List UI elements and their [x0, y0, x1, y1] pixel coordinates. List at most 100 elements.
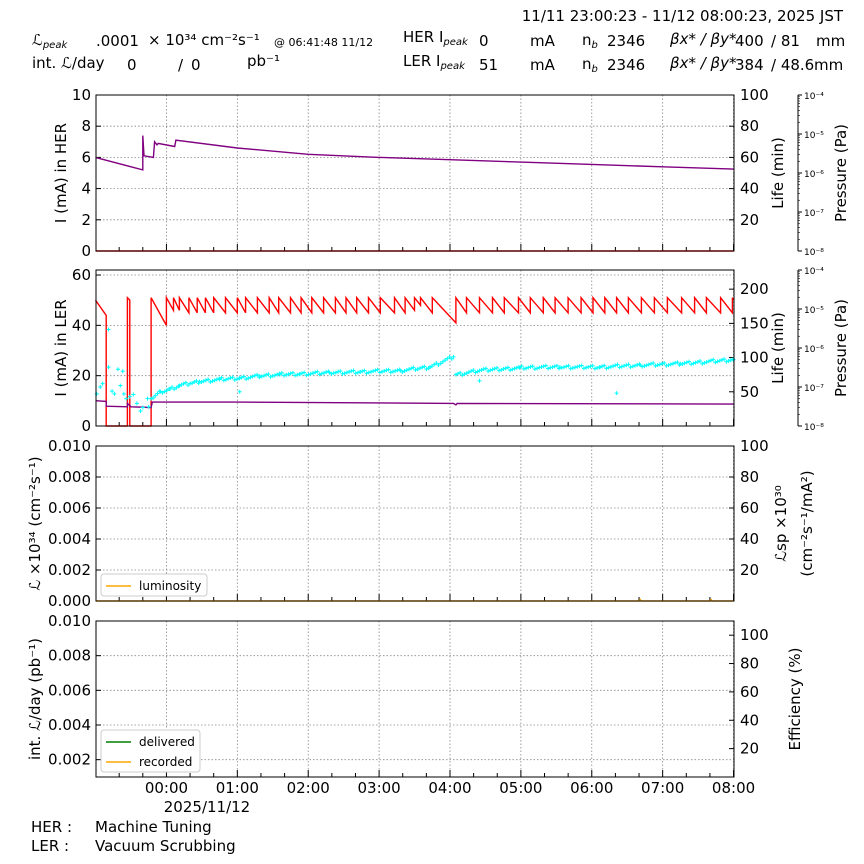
plot-frame	[95, 620, 735, 778]
marker-ler_life_points	[519, 364, 524, 369]
marker-ler_life_points	[388, 370, 393, 375]
marker-ler_life_points	[706, 359, 711, 364]
y2-axis-title: Life (min)	[769, 137, 787, 209]
y2-tick-label: 100	[740, 349, 769, 367]
y-tick-label: 10	[72, 86, 91, 104]
ler-ipeak-text: LER I	[403, 52, 440, 70]
marker-ler_life_points	[317, 372, 322, 377]
y3-axis-title: Pressure (Pa)	[832, 124, 850, 222]
lpeak-time: @ 06:41:48 11/12	[274, 36, 373, 49]
marker-ler_life_points	[164, 388, 169, 393]
marker-ler_life_points	[384, 368, 389, 373]
marker-ler_life_points	[115, 367, 120, 372]
marker-ler_life_points	[279, 370, 284, 375]
marker-ler_life_points	[635, 362, 640, 367]
marker-ler_life_points	[617, 365, 622, 370]
pressure-tick-label: 10⁻⁶	[804, 345, 824, 355]
marker-ler_life_points	[684, 360, 689, 365]
x-tick-label: 01:00	[216, 779, 259, 797]
marker-ler_life_points	[290, 370, 295, 375]
marker-ler_life_points	[167, 386, 172, 391]
y2-tick-label: 40	[740, 530, 759, 548]
marker-ler_life_points	[324, 370, 329, 375]
plot-frame	[95, 269, 735, 427]
intl-recorded: 0	[191, 56, 201, 74]
marker-ler_life_points	[244, 377, 249, 382]
marker-ler_life_points	[131, 392, 136, 397]
marker-ler_life_points	[228, 375, 233, 380]
marker-ler_life_points	[689, 362, 694, 367]
intl-slash: /	[178, 56, 184, 74]
lpeak-value: .0001	[96, 32, 139, 50]
marker-ler_life_points	[724, 359, 729, 364]
marker-ler_life_points	[541, 364, 546, 369]
marker-ler_life_points	[362, 368, 367, 373]
marker-ler_life_points	[342, 371, 347, 376]
y2-tick-label: 40	[740, 711, 759, 729]
marker-ler_life_points	[566, 363, 571, 368]
marker-ler_life_points	[438, 361, 443, 366]
marker-ler_life_points	[277, 371, 282, 376]
her-ipeak-value: 0	[479, 32, 489, 50]
y-tick-label: 2	[81, 211, 91, 229]
marker-ler_life_points	[338, 369, 343, 374]
x-tick-label: 02:00	[287, 779, 330, 797]
series-ler_current	[94, 295, 735, 427]
y2-tick-label: 100	[740, 86, 769, 104]
y-tick-label: 0	[81, 242, 91, 260]
marker-ler_life_points	[653, 363, 658, 368]
ler-beta-y: / 48.6	[771, 56, 814, 74]
marker-ler_life_points	[121, 391, 126, 396]
marker-ler_life_points	[440, 359, 445, 364]
her-beta-y: / 81	[771, 32, 800, 50]
y-tick-label: 0	[81, 417, 91, 435]
y-tick-label: 8	[81, 117, 91, 135]
marker-ler_life_points	[395, 368, 400, 373]
ler-ipeak-unit: mA	[530, 56, 556, 74]
marker-ler_life_points	[581, 366, 586, 371]
marker-ler_life_points	[564, 364, 569, 369]
marker-ler_life_points	[497, 368, 502, 373]
x-tick-label: 04:00	[428, 779, 471, 797]
marker-ler_life_points	[239, 375, 244, 380]
marker-ler_life_points	[355, 370, 360, 375]
marker-ler_life_points	[138, 408, 143, 413]
intl-unit: pb⁻¹	[247, 52, 280, 70]
y-tick-label: 0.010	[48, 437, 91, 455]
marker-ler_life_points	[203, 378, 208, 383]
marker-ler_life_points	[559, 365, 564, 370]
y2-axis-title: ℒsp ×10³⁰	[772, 485, 790, 562]
marker-ler_life_points	[214, 377, 219, 382]
marker-ler_life_points	[288, 371, 293, 376]
marker-ler_life_points	[379, 369, 384, 374]
marker-ler_life_points	[110, 389, 115, 394]
marker-ler_life_points	[157, 389, 162, 394]
marker-ler_life_points	[368, 369, 373, 374]
marker-ler_life_points	[537, 365, 542, 370]
marker-ler_life_points	[481, 367, 486, 372]
marker-ler_life_points	[514, 365, 519, 370]
marker-ler_life_points	[386, 367, 391, 372]
marker-ler_life_points	[673, 360, 678, 365]
marker-ler_life_points	[310, 371, 315, 376]
marker-ler_life_points	[562, 365, 567, 370]
marker-ler_life_points	[390, 369, 395, 374]
marker-ler_life_points	[112, 391, 117, 396]
marker-ler_life_points	[422, 364, 427, 369]
marker-ler_life_points	[711, 357, 716, 362]
pressure-tick-label: 10⁻⁶	[804, 170, 824, 180]
marker-ler_life_points	[469, 369, 474, 374]
marker-ler_life_points	[308, 371, 313, 376]
marker-ler_life_points	[637, 362, 642, 367]
y2-tick-label: 50	[740, 383, 759, 401]
marker-ler_life_points	[675, 360, 680, 365]
marker-ler_life_points	[492, 366, 497, 371]
marker-ler_life_points	[715, 359, 720, 364]
marker-ler_life_points	[449, 356, 454, 361]
marker-ler_life_points	[413, 368, 418, 373]
marker-ler_life_points	[194, 378, 199, 383]
marker-ler_life_points	[615, 362, 620, 367]
marker-ler_life_points	[592, 366, 597, 371]
marker-ler_life_points	[230, 375, 235, 380]
intl-delivered: 0	[127, 56, 137, 74]
